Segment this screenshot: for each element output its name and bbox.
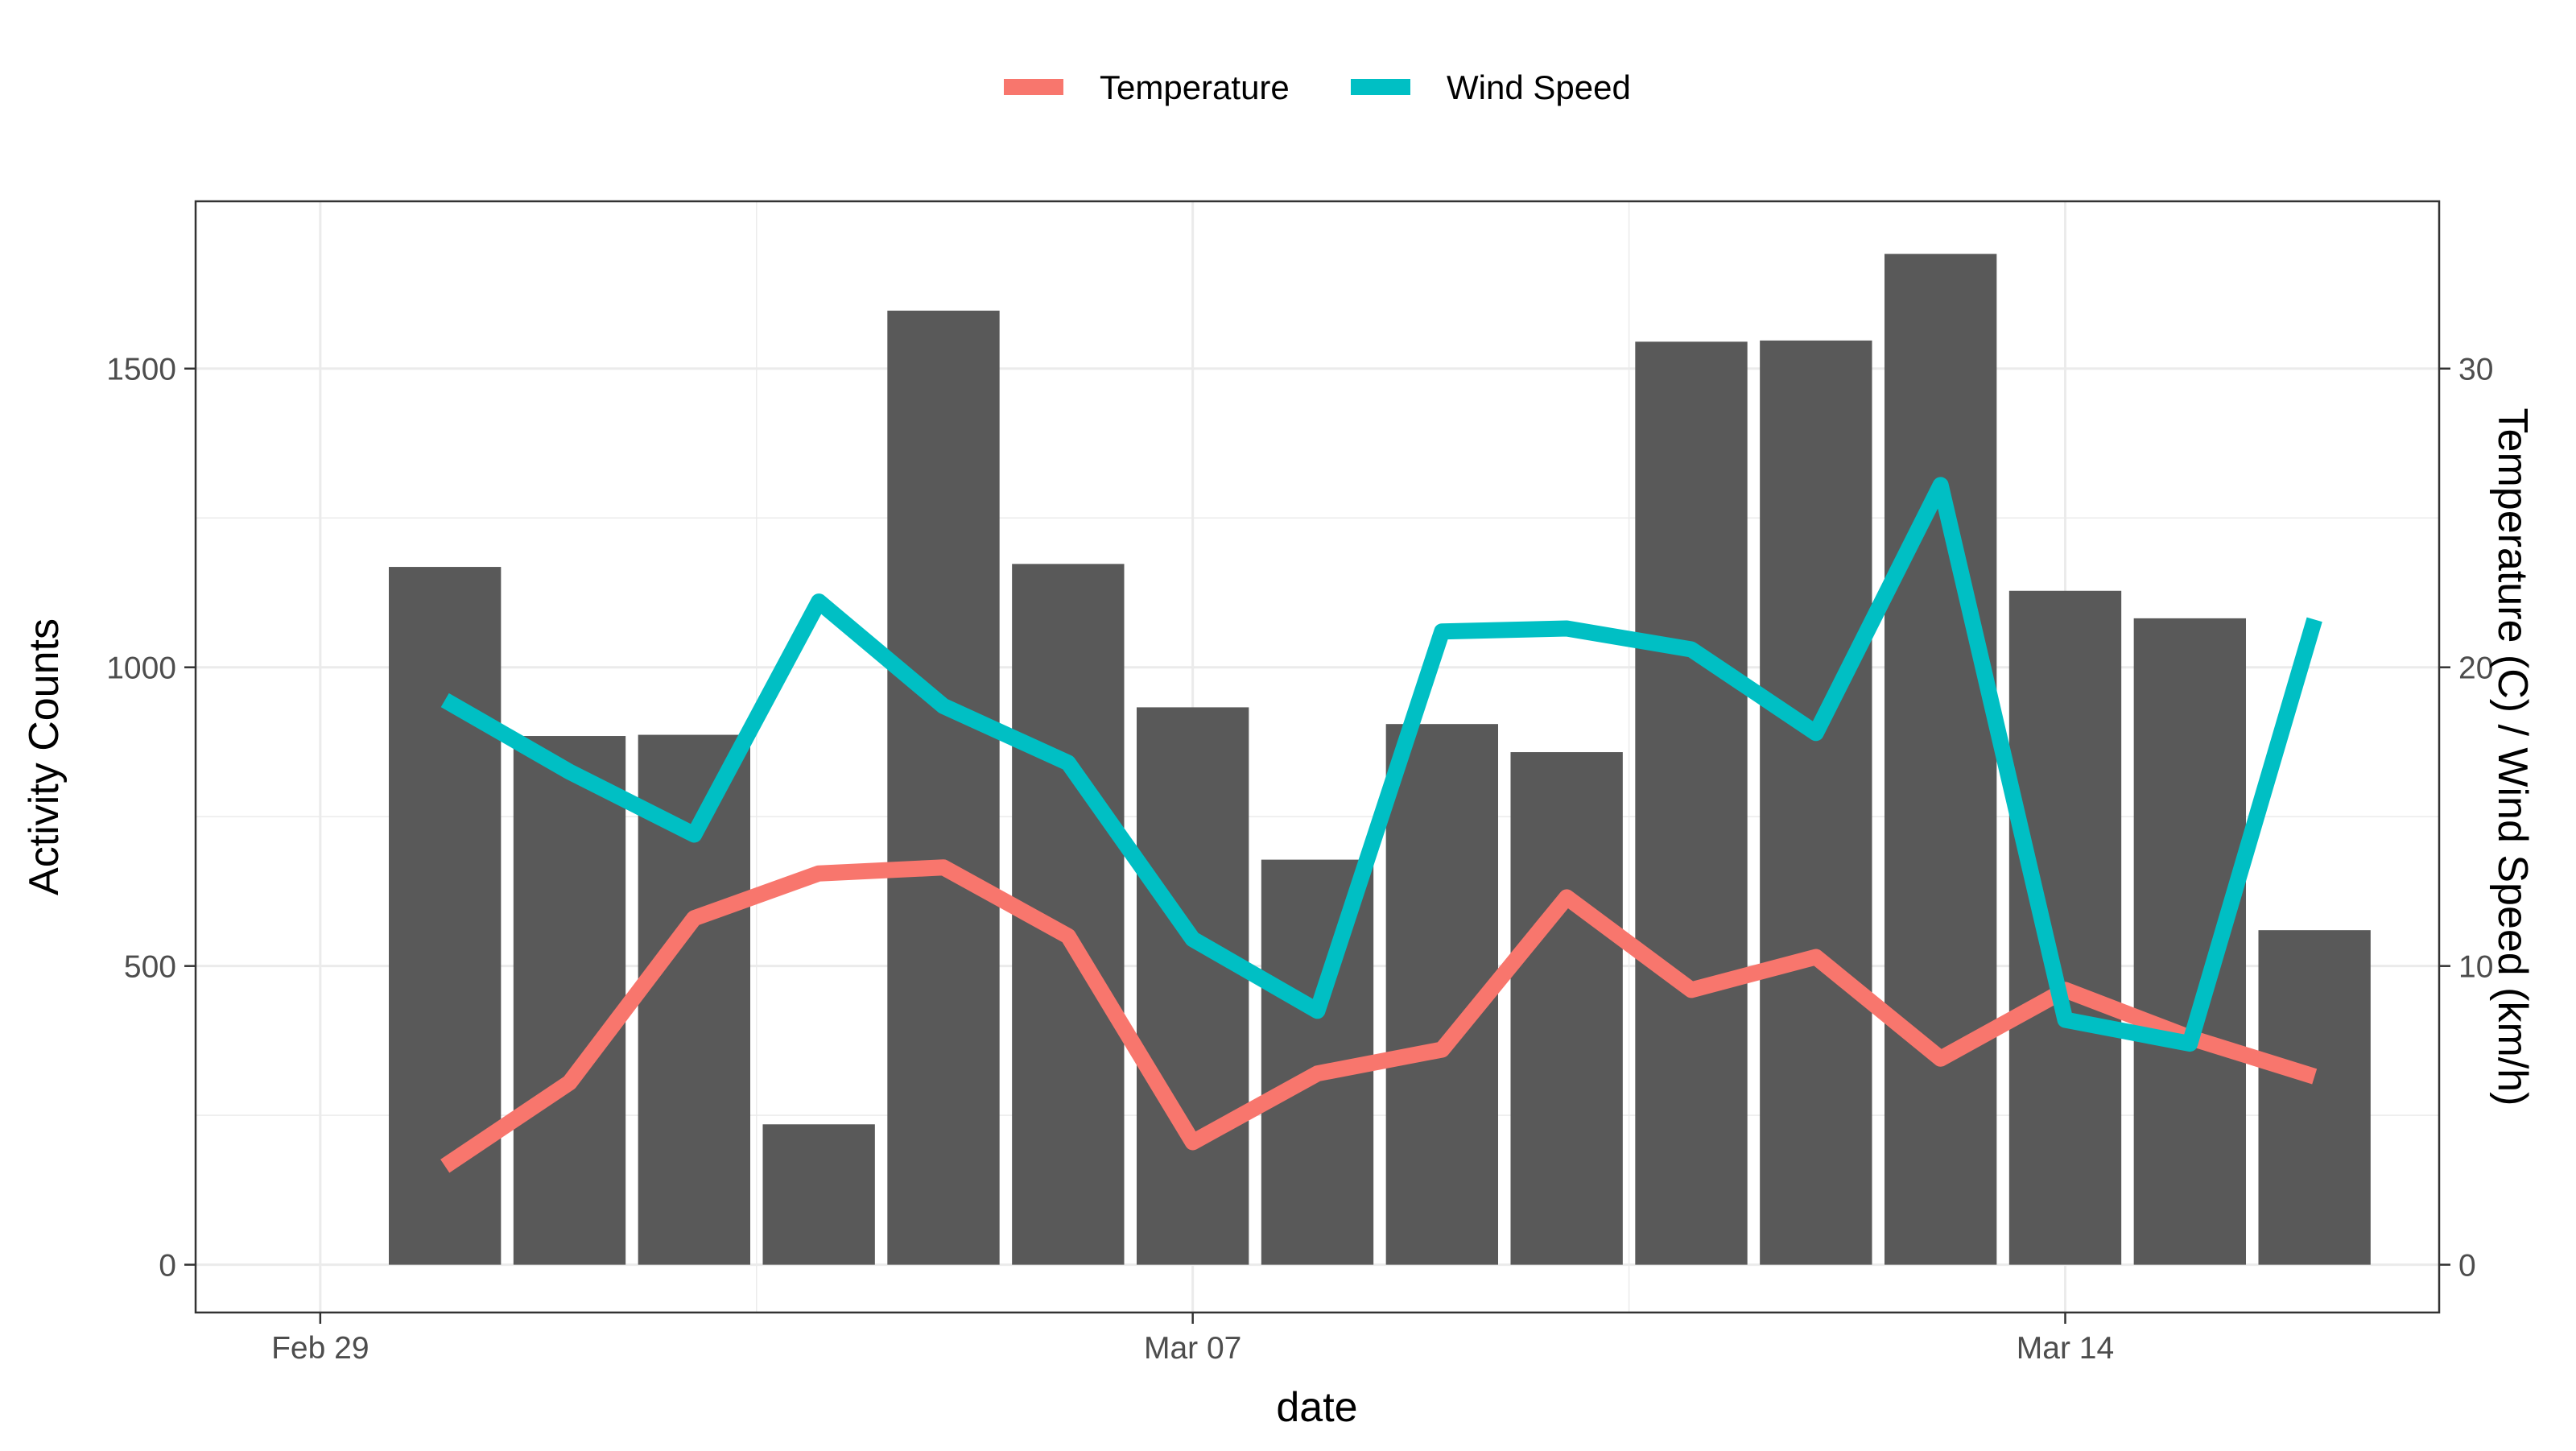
bar (887, 310, 1000, 1265)
series-line-temperature (440, 859, 2318, 1173)
bar (1136, 707, 1249, 1265)
bar (762, 1124, 875, 1265)
y-tick-label-left: 500 (124, 950, 176, 985)
x-tick-label: Mar 14 (2017, 1331, 2114, 1366)
bar (1510, 752, 1623, 1265)
legend: Temperature Wind Speed (1004, 68, 1631, 106)
y-tick-label-right: 0 (2458, 1249, 2476, 1284)
y-tick-label-left: 0 (159, 1249, 176, 1284)
x-axis-title: date (1276, 1384, 1357, 1431)
x-tick-label: Mar 07 (1144, 1331, 1241, 1366)
x-tick-label: Feb 29 (271, 1331, 369, 1366)
y-tick-label-right: 20 (2458, 651, 2493, 686)
y-tick-label-right: 30 (2458, 353, 2493, 387)
bar (1884, 254, 1997, 1265)
plot-border (194, 200, 2441, 1314)
bar (2008, 590, 2122, 1265)
axis-left: 0 500 1000 1500 (106, 353, 196, 1284)
y-tick-label-left: 1000 (106, 651, 176, 686)
y-axis-title-right: Temperature (C) / Wind Speed (km/h) (2489, 408, 2536, 1106)
bar (1635, 341, 1748, 1265)
bar (2133, 618, 2247, 1265)
line-layer (440, 477, 2322, 1173)
y-tick-label-right: 10 (2458, 950, 2493, 985)
y-tick-label-left: 1500 (106, 353, 176, 387)
axis-right: 0 10 20 30 (2439, 353, 2493, 1284)
bar (2258, 930, 2371, 1265)
bar (513, 736, 626, 1265)
y-axis-title-left: Activity Counts (21, 618, 68, 895)
axis-bottom: Feb 29 Mar 07 Mar 14 (271, 1313, 2114, 1366)
legend-label-wind-speed: Wind Speed (1447, 68, 1631, 106)
legend-label-temperature: Temperature (1100, 68, 1290, 106)
series-line-wind-speed (440, 477, 2322, 1052)
bar (1760, 340, 1872, 1265)
